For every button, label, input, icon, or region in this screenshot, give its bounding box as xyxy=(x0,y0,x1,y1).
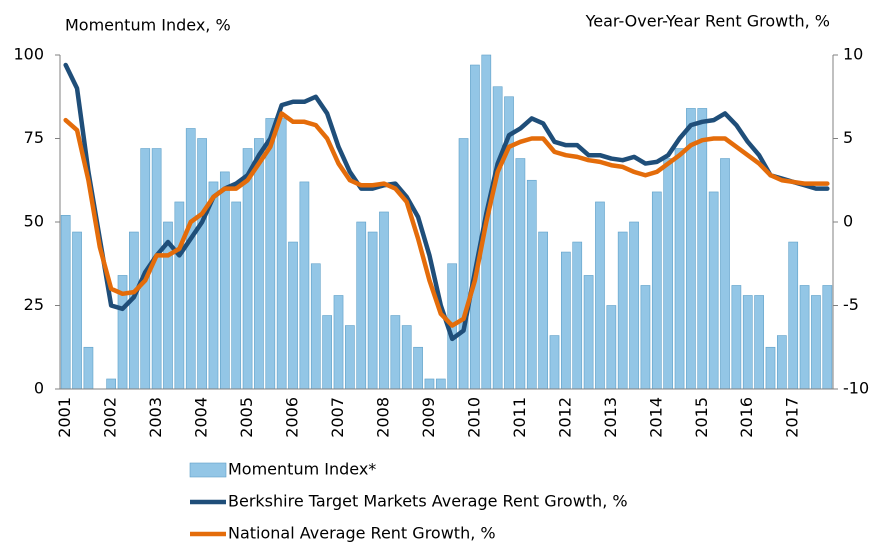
bar xyxy=(288,241,298,390)
bar xyxy=(322,315,332,390)
bar xyxy=(265,118,276,390)
bar xyxy=(788,241,799,390)
line-series xyxy=(63,111,830,328)
y-tick-label: 50 xyxy=(24,212,44,231)
x-tick-label: 2015 xyxy=(692,397,711,438)
bar xyxy=(367,231,378,390)
x-tick-label: 2006 xyxy=(283,397,302,438)
bar xyxy=(60,215,71,390)
bar xyxy=(72,231,82,390)
y2-tick-label: -5 xyxy=(843,295,859,314)
y2-tick-label: 0 xyxy=(843,212,853,231)
bar xyxy=(356,221,367,390)
bar xyxy=(413,346,423,390)
bar xyxy=(83,346,94,390)
bar xyxy=(231,201,242,390)
x-tick-label: 2007 xyxy=(328,397,347,438)
bar xyxy=(379,211,389,390)
bar xyxy=(776,335,787,390)
y2-tick-label: 5 xyxy=(843,128,853,147)
bar xyxy=(822,285,833,390)
x-tick-label: 2016 xyxy=(737,397,756,438)
x-tick-label: 2011 xyxy=(510,397,529,438)
bar xyxy=(595,201,605,390)
bar xyxy=(106,378,117,390)
x-tick-label: 2017 xyxy=(783,397,802,438)
legend-swatch xyxy=(189,462,227,478)
bar xyxy=(435,378,446,390)
bar xyxy=(185,128,196,390)
y2-axis-title: Year-Over-Year Rent Growth, % xyxy=(585,12,830,31)
bar xyxy=(526,179,537,390)
bar xyxy=(208,181,219,390)
bar xyxy=(390,315,401,390)
bar xyxy=(754,295,764,390)
bar xyxy=(606,305,617,390)
legend-label: National Average Rent Growth, % xyxy=(228,524,496,543)
bar xyxy=(811,295,821,390)
bar xyxy=(572,241,583,390)
bar xyxy=(424,378,435,390)
bar xyxy=(697,108,708,390)
bar xyxy=(583,275,594,390)
bar xyxy=(549,335,560,390)
bar xyxy=(254,138,264,390)
y-tick-label: 0 xyxy=(34,379,44,398)
bar xyxy=(640,285,651,390)
bar xyxy=(310,263,321,390)
x-tick-label: 2014 xyxy=(646,397,665,438)
bar xyxy=(458,138,469,390)
bar xyxy=(674,148,685,390)
bar xyxy=(470,64,480,390)
x-tick-label: 2001 xyxy=(55,397,74,438)
bar xyxy=(742,295,753,390)
y-tick-label: 75 xyxy=(24,128,44,147)
bar xyxy=(663,158,674,390)
x-tick-label: 2002 xyxy=(101,397,120,438)
y2-tick-label: -10 xyxy=(843,379,869,398)
bar xyxy=(720,158,730,390)
y2-tick-label: 10 xyxy=(843,45,863,64)
bar xyxy=(174,201,185,390)
bar xyxy=(219,171,230,390)
bar xyxy=(799,285,810,390)
legend-label: Berkshire Target Markets Average Rent Gr… xyxy=(228,492,628,511)
bar xyxy=(561,251,571,390)
x-tick-label: 2012 xyxy=(555,397,574,438)
x-tick-label: 2009 xyxy=(419,397,438,438)
x-tick-label: 2004 xyxy=(192,397,211,438)
x-tick-label: 2010 xyxy=(464,397,483,438)
bar xyxy=(129,231,139,390)
x-tick-label: 2013 xyxy=(601,397,620,438)
bar xyxy=(651,191,662,390)
bar xyxy=(515,158,526,390)
bar xyxy=(492,86,503,390)
bar xyxy=(151,148,162,390)
y-tick-label: 100 xyxy=(13,45,44,64)
bar xyxy=(708,191,719,390)
bar xyxy=(731,285,742,390)
bar xyxy=(197,138,207,390)
x-tick-label: 2003 xyxy=(146,397,165,438)
legend-label: Momentum Index* xyxy=(228,460,376,479)
bar xyxy=(401,325,412,390)
bar xyxy=(765,346,776,390)
x-tick-label: 2008 xyxy=(373,397,392,438)
bar xyxy=(299,181,310,390)
y-axis-title: Momentum Index, % xyxy=(65,16,231,35)
bar xyxy=(276,118,287,390)
bar xyxy=(333,295,344,390)
bar xyxy=(345,325,355,390)
bar xyxy=(629,221,639,390)
x-tick-label: 2005 xyxy=(237,397,256,438)
bar xyxy=(617,231,628,390)
y-tick-label: 25 xyxy=(24,295,44,314)
bar xyxy=(538,231,548,390)
